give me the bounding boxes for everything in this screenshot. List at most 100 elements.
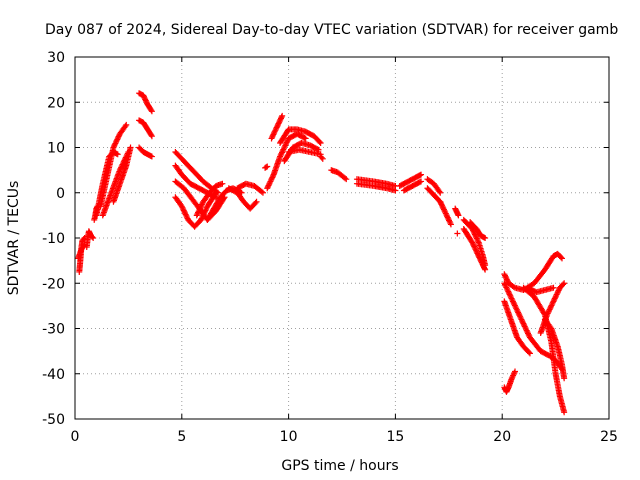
data-point <box>302 135 309 142</box>
data-point <box>195 208 202 215</box>
series-arc-23 <box>277 126 324 146</box>
data-point <box>554 288 561 295</box>
series-arc-44 <box>520 284 568 416</box>
data-point <box>559 255 566 262</box>
data-point <box>182 211 189 218</box>
y-tick-label: -20 <box>42 276 65 292</box>
data-point <box>474 236 481 243</box>
x-axis-label: GPS time / hours <box>281 458 398 474</box>
data-point <box>271 128 278 135</box>
y-tick-label: 0 <box>56 186 65 202</box>
data-point <box>554 290 561 297</box>
data-point <box>511 301 518 308</box>
data-point <box>181 208 188 215</box>
data-point <box>273 124 280 131</box>
data-point <box>550 298 557 305</box>
data-point <box>469 240 476 247</box>
data-point <box>148 133 155 140</box>
series-arc-20 <box>262 163 271 171</box>
data-point <box>319 155 326 162</box>
data-point <box>203 206 210 213</box>
data-point <box>544 311 551 318</box>
series-arc-25 <box>285 146 324 158</box>
data-point <box>113 137 120 144</box>
data-point <box>474 250 481 257</box>
data-point <box>252 199 259 206</box>
data-point <box>183 212 190 219</box>
data-point <box>553 292 560 299</box>
data-point <box>470 242 477 249</box>
data-point <box>525 331 532 338</box>
data-point <box>180 206 187 213</box>
data-point <box>503 285 510 292</box>
data-point <box>517 313 524 320</box>
series-arc-09 <box>136 90 155 115</box>
data-point <box>113 139 120 146</box>
data-point <box>127 144 134 151</box>
data-point <box>518 316 525 323</box>
data-point <box>392 187 399 194</box>
data-point <box>182 210 189 217</box>
data-point <box>555 287 562 294</box>
series-arc-11 <box>136 144 155 160</box>
data-point <box>180 207 187 214</box>
data-point <box>196 206 203 213</box>
data-point <box>194 211 201 218</box>
data-point <box>318 154 325 161</box>
data-point <box>342 175 349 182</box>
data-point <box>513 306 520 313</box>
data-point <box>547 305 554 312</box>
data-point <box>455 212 462 219</box>
data-point <box>550 284 557 291</box>
series-arc-39 <box>467 219 489 241</box>
data-point <box>512 303 519 310</box>
data-point <box>548 302 555 309</box>
data-point <box>442 210 449 217</box>
data-point <box>264 185 271 192</box>
data-point <box>277 153 284 160</box>
data-point <box>545 307 552 314</box>
series-arc-31 <box>400 178 425 194</box>
data-point <box>281 143 288 150</box>
series-arc-29 <box>353 180 399 194</box>
data-point <box>445 215 452 222</box>
data-point <box>471 230 478 237</box>
data-point <box>110 144 117 151</box>
data-point <box>266 179 273 186</box>
chart-title: Day 087 of 2024, Sidereal Day-to-day VTE… <box>45 22 618 38</box>
data-point <box>443 211 450 218</box>
data-point <box>510 372 517 379</box>
data-point <box>123 121 130 128</box>
series-arc-10 <box>136 117 155 140</box>
data-point <box>436 188 443 195</box>
data-point <box>510 299 517 306</box>
data-point <box>114 134 121 141</box>
data-point <box>473 247 480 254</box>
series-arc-30 <box>396 171 425 189</box>
data-point <box>89 233 96 240</box>
y-tick-label: -50 <box>42 412 65 428</box>
data-point <box>270 131 277 138</box>
data-point <box>512 368 519 375</box>
data-point <box>504 287 511 294</box>
data-point <box>515 309 522 316</box>
data-point <box>277 152 284 159</box>
data-point <box>280 146 287 153</box>
data-point <box>447 221 454 228</box>
data-point <box>416 179 423 186</box>
series-arc-18 <box>225 185 260 212</box>
data-point <box>507 294 514 301</box>
data-point <box>509 373 516 380</box>
data-point <box>279 112 286 119</box>
grid <box>75 57 609 419</box>
data-point <box>552 294 559 301</box>
data-point <box>521 323 528 330</box>
data-point <box>546 306 553 313</box>
data-point <box>264 163 271 170</box>
data-point <box>279 147 286 154</box>
series-arc-46 <box>537 280 568 337</box>
data-point <box>219 180 226 187</box>
data-point <box>444 213 451 220</box>
data-point <box>440 206 447 213</box>
data-point <box>111 141 118 148</box>
